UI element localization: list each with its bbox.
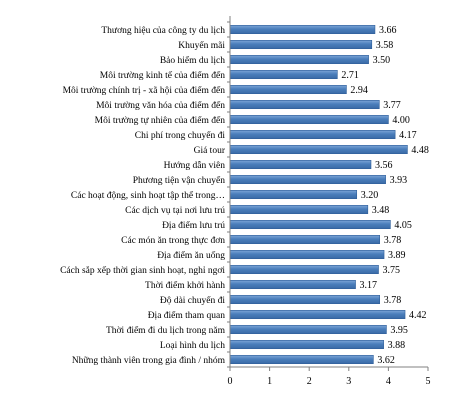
value-label-3: 2.71 bbox=[341, 70, 359, 81]
category-label-2: Bảo hiểm du lịch bbox=[160, 55, 225, 66]
bar-9 bbox=[229, 160, 372, 170]
value-label-20: 3.95 bbox=[390, 325, 408, 336]
bar-20 bbox=[229, 324, 387, 334]
x-tick-label-3: 3 bbox=[346, 376, 351, 387]
bar-17 bbox=[229, 279, 356, 289]
category-label-13: Địa điểm lưu trú bbox=[162, 220, 225, 231]
bar-2 bbox=[229, 54, 369, 64]
value-label-8: 4.48 bbox=[411, 145, 429, 156]
bar-1 bbox=[229, 39, 373, 49]
bar-4 bbox=[229, 85, 347, 95]
x-tick-label-1: 1 bbox=[267, 376, 272, 387]
value-label-2: 3.50 bbox=[373, 55, 391, 66]
bar-16 bbox=[229, 264, 379, 274]
category-label-5: Môi trường văn hóa của điểm đến bbox=[96, 100, 225, 111]
value-label-22: 3.62 bbox=[377, 355, 395, 366]
value-label-4: 2.94 bbox=[350, 85, 368, 96]
bar-7 bbox=[229, 130, 396, 140]
value-label-21: 3.88 bbox=[388, 340, 406, 351]
value-label-6: 4.00 bbox=[392, 115, 410, 126]
category-label-1: Khuyến mãi bbox=[178, 40, 225, 51]
value-label-14: 3.78 bbox=[384, 235, 402, 246]
value-labels: 3.66 3.58 3.50 2.71 2.94 3.77 4.00 4.17 4.48 3.56… bbox=[341, 25, 429, 366]
value-label-0: 3.66 bbox=[379, 25, 397, 36]
value-label-7: 4.17 bbox=[399, 130, 417, 141]
value-label-12: 3.48 bbox=[372, 205, 390, 216]
category-label-7: Chi phí trong chuyến đi bbox=[135, 130, 226, 141]
category-label-19: Địa điểm tham quan bbox=[148, 310, 226, 321]
category-label-14: Các món ăn trong thực đơn bbox=[121, 236, 225, 246]
category-label-4: Môi trường chính trị - xã hội của điểm đ… bbox=[63, 85, 226, 96]
value-label-11: 3.20 bbox=[361, 190, 379, 201]
value-label-5: 3.77 bbox=[383, 100, 401, 111]
x-tick-label-0: 0 bbox=[228, 376, 233, 387]
bar-14 bbox=[229, 235, 380, 245]
bar-19 bbox=[229, 309, 406, 319]
category-label-3: Môi trường kinh tế của điểm đến bbox=[100, 70, 225, 81]
category-label-18: Độ dài chuyến đi bbox=[160, 295, 226, 306]
x-tick-label-5: 5 bbox=[426, 376, 431, 387]
value-label-9: 3.56 bbox=[375, 160, 393, 171]
bar-0 bbox=[229, 24, 376, 34]
category-label-15: Địa điểm ăn uống bbox=[157, 250, 225, 261]
value-label-10: 3.93 bbox=[390, 175, 408, 186]
value-label-13: 4.05 bbox=[394, 220, 412, 231]
value-label-1: 3.58 bbox=[376, 40, 394, 51]
bar-5 bbox=[229, 100, 380, 110]
bar-12 bbox=[229, 205, 369, 215]
bar-13 bbox=[229, 220, 391, 230]
category-label-0: Thương hiệu của công ty du lịch bbox=[101, 26, 225, 36]
value-label-18: 3.78 bbox=[384, 295, 402, 306]
category-label-9: Hướng dẫn viên bbox=[164, 160, 226, 171]
bar-8 bbox=[229, 145, 408, 155]
category-label-12: Các dịch vụ tại nơi lưu trú bbox=[125, 206, 225, 216]
value-label-15: 3.89 bbox=[388, 250, 406, 261]
x-axis: 0 1 2 3 4 5 bbox=[227, 16, 431, 387]
x-tick-label-4: 4 bbox=[386, 376, 391, 387]
bar-6 bbox=[229, 115, 389, 125]
value-label-16: 3.75 bbox=[383, 265, 401, 276]
category-labels: Thương hiệu của công ty du lịch Khuyến mã… bbox=[60, 26, 226, 366]
bar-11 bbox=[229, 190, 358, 200]
bar-22 bbox=[229, 354, 374, 364]
category-label-22: Những thành viên trong gia đình / nhóm bbox=[72, 356, 226, 366]
bar-3 bbox=[229, 70, 338, 80]
bar-21 bbox=[229, 339, 384, 349]
bar-18 bbox=[229, 294, 380, 304]
x-tick-label-2: 2 bbox=[307, 376, 312, 387]
category-label-11: Các hoạt động, sinh hoạt tập thể trong… bbox=[71, 190, 225, 201]
value-label-17: 3.17 bbox=[360, 280, 378, 291]
bar-15 bbox=[229, 250, 385, 260]
category-label-8: Giá tour bbox=[194, 146, 226, 156]
category-label-20: Thời điểm đi du lịch trong năm bbox=[106, 325, 226, 336]
value-label-19: 4.42 bbox=[409, 310, 427, 321]
bar-10 bbox=[229, 175, 386, 185]
category-label-17: Thời điểm khởi hành bbox=[145, 280, 225, 291]
category-label-6: Môi trường tự nhiên của điểm đến bbox=[95, 115, 226, 126]
category-label-16: Cách sắp xếp thời gian sinh hoạt, nghỉ n… bbox=[60, 265, 225, 276]
category-label-21: Loại hình du lịch bbox=[160, 341, 225, 351]
category-label-10: Phương tiện vận chuyển bbox=[133, 175, 225, 186]
bars bbox=[229, 24, 408, 364]
